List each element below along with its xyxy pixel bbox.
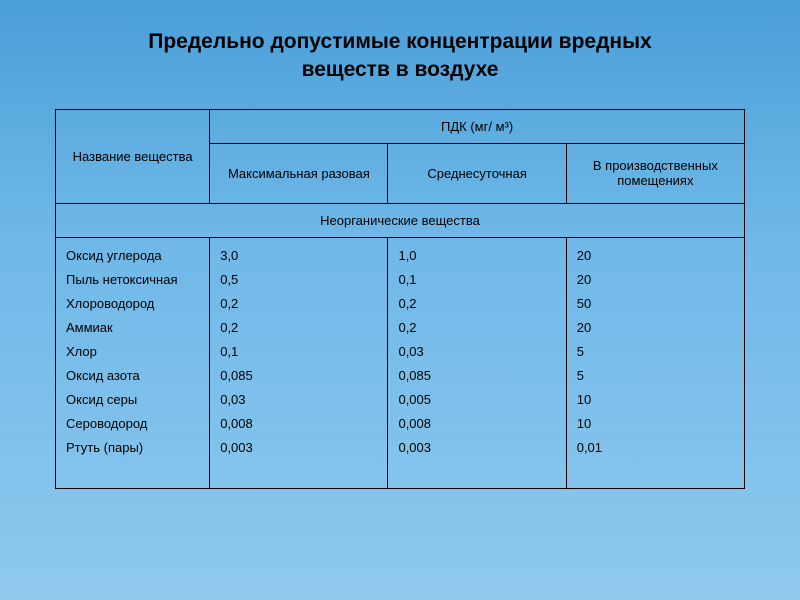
cell-line: 0,003 xyxy=(220,436,377,460)
cell-line: 5 xyxy=(577,340,734,364)
cell-line: 50 xyxy=(577,292,734,316)
cell-line: 0,03 xyxy=(220,388,377,412)
cell-line: Оксид азота xyxy=(66,364,199,388)
header-col-daily: Среднесуточная xyxy=(388,143,566,203)
cell-line: 0,008 xyxy=(220,412,377,436)
cell-line: 0,5 xyxy=(220,268,377,292)
header-col-prod: В производственных помещениях xyxy=(566,143,744,203)
cell-line: Сероводород xyxy=(66,412,199,436)
table-data-row: Оксид углеродаПыль нетоксичнаяХлороводор… xyxy=(56,237,745,488)
cell-line: Хлороводород xyxy=(66,292,199,316)
section-title: Неорганические вещества xyxy=(56,203,745,237)
cell-line: 20 xyxy=(577,244,734,268)
section-row: Неорганические вещества xyxy=(56,203,745,237)
title-line-1: Предельно допустимые концентрации вредны… xyxy=(148,30,651,53)
cell-line: 0,2 xyxy=(220,292,377,316)
page-title: Предельно допустимые концентрации вредны… xyxy=(55,28,745,85)
cell-line: 0,085 xyxy=(398,364,555,388)
header-substance: Название вещества xyxy=(56,109,210,203)
cell-line: Хлор xyxy=(66,340,199,364)
pdk-table: Название вещества ПДК (мг/ м³) Максималь… xyxy=(55,109,745,489)
cell-line: Ртуть (пары) xyxy=(66,436,199,460)
cell-line: Оксид серы xyxy=(66,388,199,412)
cell-col3: 202050205510100,01 xyxy=(566,237,744,488)
cell-line: 3,0 xyxy=(220,244,377,268)
cell-line: Аммиак xyxy=(66,316,199,340)
cell-line: 0,005 xyxy=(398,388,555,412)
cell-line: 10 xyxy=(577,388,734,412)
table-header-row-1: Название вещества ПДК (мг/ м³) xyxy=(56,109,745,143)
title-line-2: веществ в воздухе xyxy=(302,58,499,81)
cell-line: 10 xyxy=(577,412,734,436)
cell-line: Пыль нетоксичная xyxy=(66,268,199,292)
cell-line: 0,085 xyxy=(220,364,377,388)
cell-line: 0,003 xyxy=(398,436,555,460)
cell-col2: 1,00,10,20,20,030,0850,0050,0080,003 xyxy=(388,237,566,488)
cell-line: 5 xyxy=(577,364,734,388)
cell-line: 0,1 xyxy=(398,268,555,292)
cell-line: 0,03 xyxy=(398,340,555,364)
cell-line: 0,01 xyxy=(577,436,734,460)
cell-line: 20 xyxy=(577,316,734,340)
cell-line: 0,2 xyxy=(398,292,555,316)
cell-line: 0,2 xyxy=(220,316,377,340)
cell-line: 0,1 xyxy=(220,340,377,364)
cell-col1: 3,00,50,20,20,10,0850,030,0080,003 xyxy=(210,237,388,488)
cell-line: 0,2 xyxy=(398,316,555,340)
cell-line: 0,008 xyxy=(398,412,555,436)
cell-line: 20 xyxy=(577,268,734,292)
cell-line: 1,0 xyxy=(398,244,555,268)
cell-names: Оксид углеродаПыль нетоксичнаяХлороводор… xyxy=(56,237,210,488)
header-col-max: Максимальная разовая xyxy=(210,143,388,203)
cell-line: Оксид углерода xyxy=(66,244,199,268)
header-pdk: ПДК (мг/ м³) xyxy=(210,109,745,143)
